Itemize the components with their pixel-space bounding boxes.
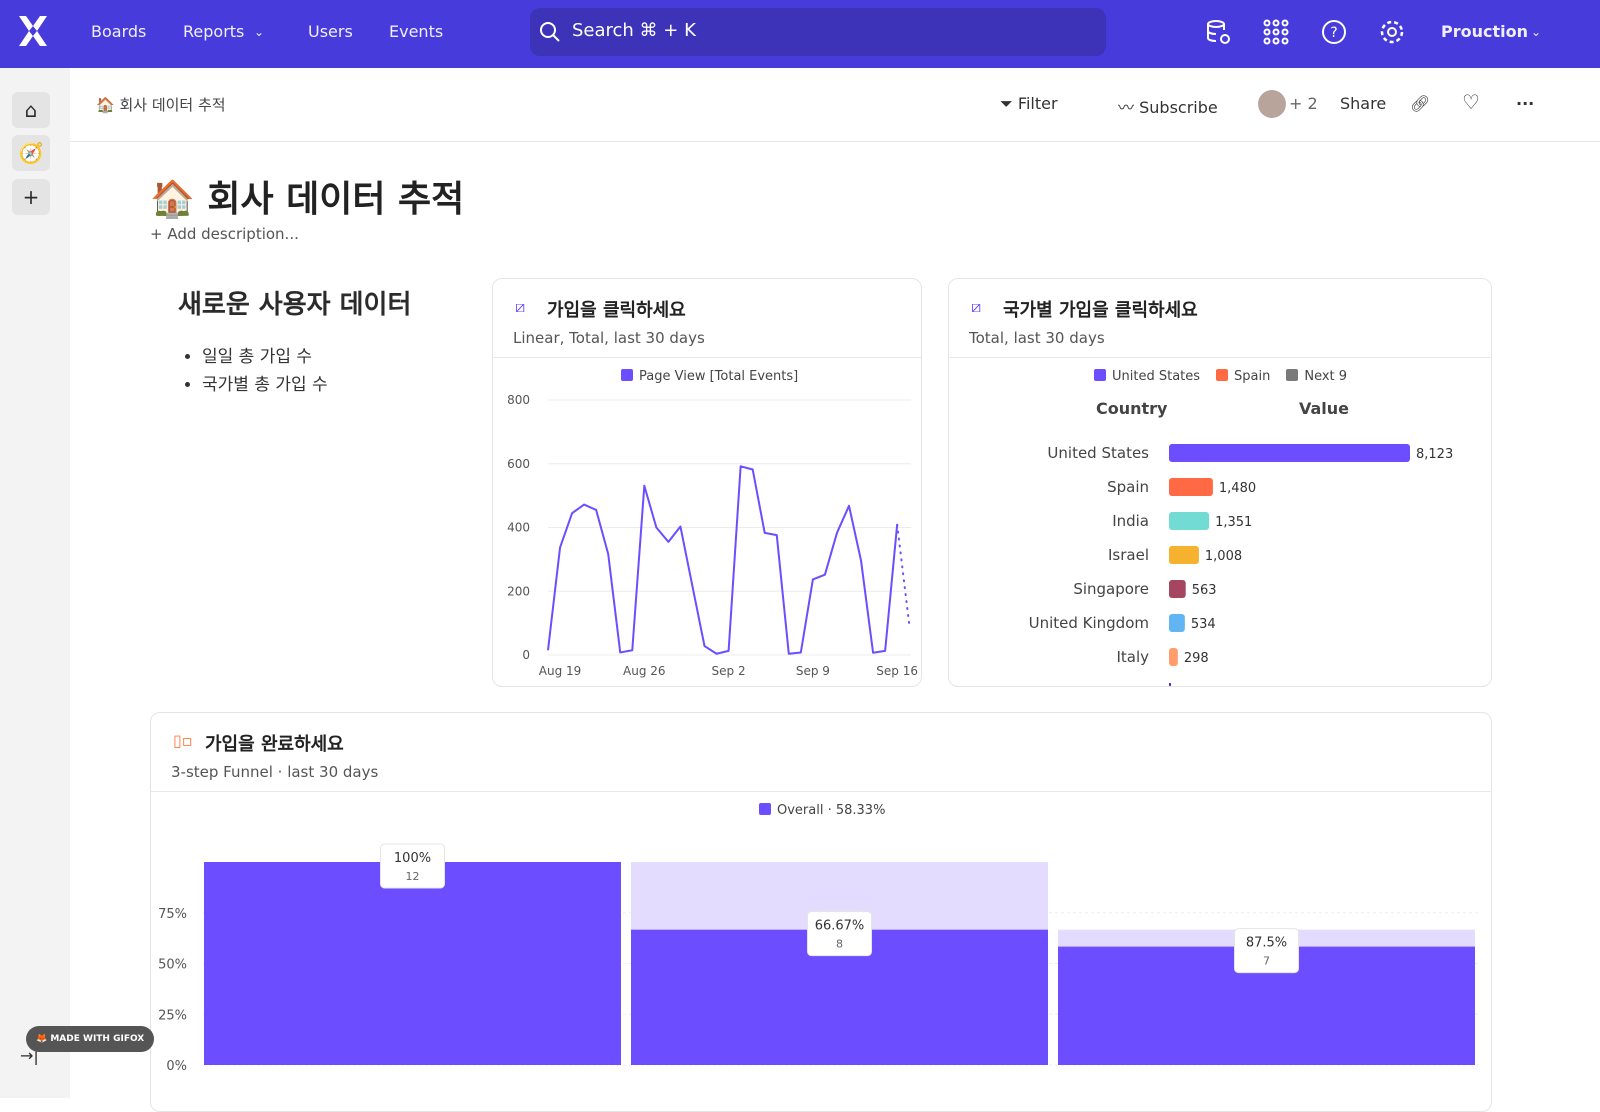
breadcrumb-label: 회사 데이터 추적 xyxy=(119,96,225,114)
nav-boards[interactable]: Boards xyxy=(91,22,146,41)
breadcrumb[interactable]: 🏠 회사 데이터 추적 xyxy=(96,94,226,115)
country-bar-chart: United States 8,123 Spain 1,480 India 1,351 Is… xyxy=(949,279,1492,687)
sidebar: ⌂ 🧭 + →| xyxy=(0,68,70,1098)
country-label: India xyxy=(1112,512,1149,530)
x-tick-label: Aug 26 xyxy=(623,664,666,678)
country-bar xyxy=(1169,683,1171,687)
line-chart: 0 200 400 600 800 Aug 19 Aug 26 Sep 2 Sep 9 Sep 1… xyxy=(493,279,922,687)
search-icon xyxy=(538,20,562,44)
page-title-text: 회사 데이터 추적 xyxy=(207,179,464,220)
add-description[interactable]: + Add description... xyxy=(150,225,299,243)
country-bar xyxy=(1169,580,1186,598)
value-label: 563 xyxy=(1192,583,1217,598)
country-bar xyxy=(1169,648,1178,666)
top-nav-bar: Boards Reports ⌄ Users Events Search ⌘ +… xyxy=(0,0,1600,68)
subscribe-label: Subscribe xyxy=(1139,98,1218,117)
value-label: 1,351 xyxy=(1215,515,1252,530)
avatar[interactable] xyxy=(1258,90,1286,118)
country-label: United Kingdom xyxy=(1029,614,1149,632)
filter-label: Filter xyxy=(1018,94,1058,113)
list-item: 국가별 총 가입 수 xyxy=(202,371,328,399)
y-tick-label: 0 xyxy=(522,648,530,662)
share-button[interactable]: Share xyxy=(1340,94,1386,113)
house-icon: 🏠 xyxy=(150,179,195,220)
country-bar xyxy=(1169,614,1185,632)
funnel-bar xyxy=(204,862,621,1065)
y-tick-label: 0% xyxy=(166,1059,187,1074)
funnel-card[interactable]: ▯▫ 가입을 완료하세요 3-step Funnel · last 30 day… xyxy=(150,712,1492,1112)
funnel-chart: 0% 25% 50% 75% 100% 12 66.67% 8 87.5% 7 xyxy=(151,713,1492,1112)
country-label: Singapore xyxy=(1073,580,1149,598)
funnel-conversion-label: 87.5% xyxy=(1246,936,1287,951)
x-tick-label: Sep 9 xyxy=(796,664,830,678)
y-tick-label: 75% xyxy=(158,907,187,922)
logo-icon[interactable] xyxy=(16,14,50,48)
country-label: Israel xyxy=(1108,546,1149,564)
x-tick-label: Aug 19 xyxy=(539,664,582,678)
y-tick-label: 400 xyxy=(507,521,530,535)
data-settings-icon[interactable] xyxy=(1204,18,1232,46)
page-title[interactable]: 🏠 회사 데이터 추적 xyxy=(150,170,464,222)
value-label: 1,008 xyxy=(1205,549,1242,564)
nav-events[interactable]: Events xyxy=(389,22,443,41)
funnel-count-label: 8 xyxy=(836,938,843,951)
funnel-count-label: 7 xyxy=(1263,955,1270,968)
home-icon[interactable]: ⌂ xyxy=(12,92,50,128)
series-line xyxy=(548,466,897,653)
y-tick-label: 800 xyxy=(507,393,530,407)
value-label: 534 xyxy=(1191,617,1216,632)
value-label: 298 xyxy=(1184,651,1209,666)
house-icon: 🏠 xyxy=(96,96,115,114)
country-bar xyxy=(1169,478,1213,496)
x-tick-label: Sep 2 xyxy=(712,664,746,678)
funnel-count-label: 12 xyxy=(406,870,420,883)
settings-gear-icon[interactable] xyxy=(1378,18,1406,46)
funnel-conversion-label: 66.67% xyxy=(815,919,865,934)
search-input[interactable]: Search ⌘ + K xyxy=(530,8,1106,56)
country-label: Italy xyxy=(1116,648,1149,666)
y-tick-label: 600 xyxy=(507,457,530,471)
country-bar-card[interactable]: ⧄ 국가별 가입을 클릭하세요 Total, last 30 days Unit… xyxy=(948,278,1492,687)
funnel-conversion-label: 100% xyxy=(394,851,431,866)
country-bar xyxy=(1169,444,1410,462)
heart-icon[interactable]: ♡ xyxy=(1462,90,1480,114)
list-item: 일일 총 가입 수 xyxy=(202,343,328,371)
subscribe-button[interactable]: 〰 Subscribe xyxy=(1118,94,1218,118)
country-label: Spain xyxy=(1107,478,1149,496)
more-options-icon[interactable]: ··· xyxy=(1516,94,1534,113)
nav-reports[interactable]: Reports xyxy=(183,22,244,41)
text-card-heading: 새로운 사용자 데이터 xyxy=(178,284,411,321)
value-label: 8,123 xyxy=(1416,447,1453,462)
y-tick-label: 25% xyxy=(158,1008,187,1023)
y-tick-label: 200 xyxy=(507,584,530,598)
chevron-down-icon[interactable]: ⌄ xyxy=(1531,25,1541,39)
line-chart-card[interactable]: ⧄ 가입을 클릭하세요 Linear, Total, last 30 days … xyxy=(492,278,922,687)
text-card-list: 일일 총 가입 수 국가별 총 가입 수 xyxy=(202,343,328,399)
x-tick-label: Sep 16 xyxy=(876,664,918,678)
country-bar xyxy=(1169,512,1209,530)
avatars-extra-count[interactable]: + 2 xyxy=(1289,94,1318,113)
value-label: 1,480 xyxy=(1219,481,1256,496)
y-tick-label: 50% xyxy=(158,958,187,973)
plus-icon[interactable]: + xyxy=(12,179,50,215)
gifox-badge: 🦊 MADE WITH GIFOX xyxy=(26,1026,154,1052)
search-placeholder: Search ⌘ + K xyxy=(572,20,696,41)
help-icon[interactable]: ? xyxy=(1320,18,1348,46)
workspace-selector[interactable]: Prouction xyxy=(1441,22,1528,41)
partial-period-line xyxy=(897,525,909,624)
compass-icon[interactable]: 🧭 xyxy=(12,135,50,171)
svg-text:?: ? xyxy=(1330,25,1337,41)
board-header: 🏠 회사 데이터 추적 ⏷ Filter 〰 Subscribe + 2 Sha… xyxy=(70,68,1600,142)
nav-users[interactable]: Users xyxy=(308,22,353,41)
rss-icon: 〰 xyxy=(1118,98,1134,117)
apps-grid-icon[interactable] xyxy=(1262,18,1290,46)
country-label: United States xyxy=(1047,444,1149,462)
country-bar xyxy=(1169,546,1199,564)
filter-button[interactable]: ⏷ Filter xyxy=(1000,94,1058,114)
chevron-down-icon[interactable]: ⌄ xyxy=(254,25,264,39)
link-icon[interactable]: 🔗︎ xyxy=(1410,94,1430,113)
filter-icon: ⏷ xyxy=(1000,94,1013,113)
